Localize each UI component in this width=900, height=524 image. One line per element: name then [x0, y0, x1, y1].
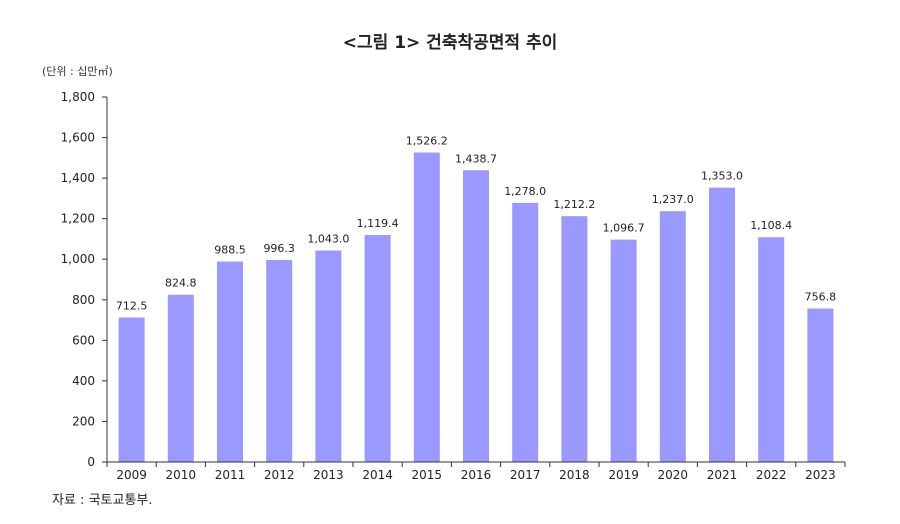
- y-tick-label: 0: [87, 455, 95, 469]
- x-tick-label: 2019: [608, 468, 639, 482]
- y-tick-label: 1,000: [61, 252, 95, 266]
- y-tick-label: 800: [72, 293, 95, 307]
- bar-value-label: 1,526.2: [406, 135, 448, 148]
- x-tick-label: 2010: [166, 468, 197, 482]
- bar: [413, 152, 440, 462]
- x-tick-label: 2009: [116, 468, 147, 482]
- x-tick-label: 2018: [559, 468, 590, 482]
- bar-value-label: 824.8: [165, 277, 197, 290]
- x-tick-label: 2011: [215, 468, 246, 482]
- bar-value-label: 1,212.2: [553, 198, 595, 211]
- bar-value-label: 988.5: [214, 244, 246, 257]
- x-tick-label: 2022: [756, 468, 787, 482]
- x-tick-label: 2012: [264, 468, 295, 482]
- bar: [364, 235, 391, 462]
- bar-value-label: 1,119.4: [357, 217, 399, 230]
- y-tick-label: 1,200: [61, 212, 95, 226]
- x-tick-label: 2020: [658, 468, 689, 482]
- bar: [561, 216, 588, 462]
- bar-value-label: 1,096.7: [603, 222, 645, 235]
- bar: [266, 259, 293, 462]
- bar-value-label: 1,438.7: [455, 152, 497, 165]
- bar-value-label: 996.3: [263, 242, 295, 255]
- bar: [315, 250, 342, 462]
- x-tick-label: 2023: [805, 468, 836, 482]
- bar: [610, 239, 637, 462]
- source-label: 자료 : 국토교통부.: [52, 493, 153, 508]
- y-tick-label: 1,400: [61, 171, 95, 185]
- bar: [758, 237, 785, 462]
- bar-value-label: 1,237.0: [652, 193, 694, 206]
- unit-label: (단위 : 십만㎡): [42, 65, 113, 78]
- x-tick-label: 2015: [412, 468, 443, 482]
- x-tick-label: 2021: [707, 468, 738, 482]
- x-tick-label: 2017: [510, 468, 541, 482]
- bar: [807, 308, 834, 462]
- y-tick-label: 1,600: [61, 131, 95, 145]
- data-labels: 712.5 824.8 988.5 996.3 1,043.0 1,119.4 1,526.…: [116, 135, 836, 313]
- bar-value-label: 1,108.4: [750, 219, 792, 232]
- chart-title: <그림 1> 건축착공면적 추이: [342, 33, 558, 53]
- bars: [118, 152, 834, 462]
- x-tick-label: 2016: [461, 468, 492, 482]
- bar-value-label: 712.5: [116, 300, 148, 313]
- y-tick-label: 400: [72, 374, 95, 388]
- bar: [659, 211, 686, 462]
- x-axis: 2009 2010 2011 2012 2013 2014 2015 2016 2017 2018…: [106, 461, 846, 482]
- x-tick-label: 2014: [362, 468, 393, 482]
- bar-value-label: 1,278.0: [504, 185, 546, 198]
- y-tick-label: 200: [72, 414, 95, 428]
- bar: [512, 202, 539, 462]
- y-axis: 0 200 400 600 800 1,000 1,200 1,400 1,600 1,800: [61, 90, 108, 469]
- y-tick-label: 600: [72, 333, 95, 347]
- bar-value-label: 1,043.0: [307, 233, 349, 246]
- bar: [118, 317, 145, 462]
- bar-value-label: 1,353.0: [701, 170, 743, 183]
- bar: [709, 187, 735, 462]
- x-tick-label: 2013: [313, 468, 344, 482]
- bar-value-label: 756.8: [805, 291, 837, 304]
- bar: [217, 261, 243, 462]
- y-tick-label: 1,800: [61, 90, 95, 104]
- bar: [167, 294, 194, 462]
- bar: [463, 170, 489, 462]
